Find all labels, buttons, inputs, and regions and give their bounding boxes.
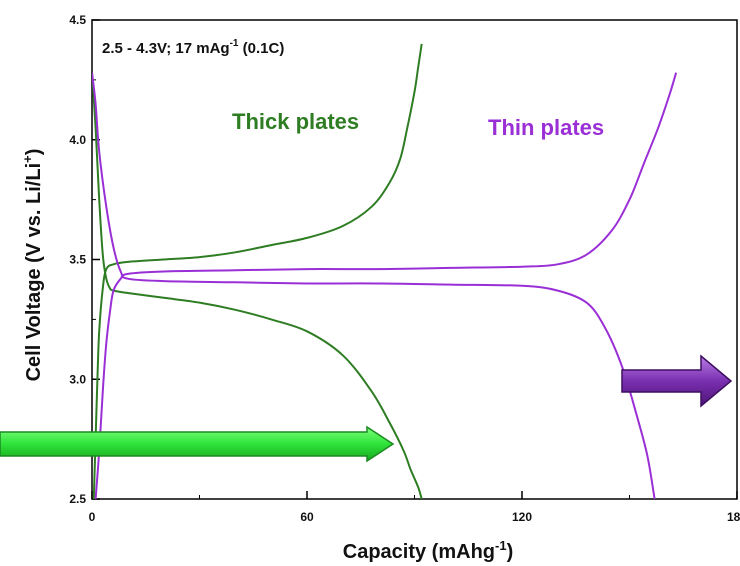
y-tick-label: 4.0 [69, 133, 86, 147]
series-line-thick-discharge [92, 72, 423, 499]
y-axis-title: Cell Voltage (V vs. Li/Li+) [20, 149, 45, 382]
series-line-thick-charge [92, 43, 423, 499]
arrow-layer [0, 354, 733, 463]
series-layer [92, 43, 678, 499]
series-label-thick-plates: Thick plates [232, 109, 359, 134]
arrow-thick-plates [0, 425, 395, 463]
x-axis-title: Capacity (mAhg-1) [343, 538, 513, 563]
x-tick-label: 0 [89, 510, 96, 524]
y-tick-label: 2.5 [69, 492, 86, 506]
y-tick-label: 3.0 [69, 372, 86, 386]
arrow-thin-plates [621, 354, 733, 408]
series-line-thin-charge [94, 72, 678, 499]
y-tick-label: 3.5 [69, 253, 86, 267]
y-tick-label: 4.5 [69, 13, 86, 27]
x-tick-label: 180 [727, 510, 740, 524]
axis-ticks: 0 60 120 180 2.5 3.0 3.5 4.0 4.5 [69, 13, 740, 524]
x-tick-label: 60 [300, 510, 314, 524]
series-line-thin-discharge [92, 72, 656, 499]
x-tick-label: 120 [512, 510, 532, 524]
chart-annotation: 2.5 - 4.3V; 17 mAg-1 (0.1C) [102, 38, 284, 57]
series-label-thin-plates: Thin plates [488, 115, 604, 140]
